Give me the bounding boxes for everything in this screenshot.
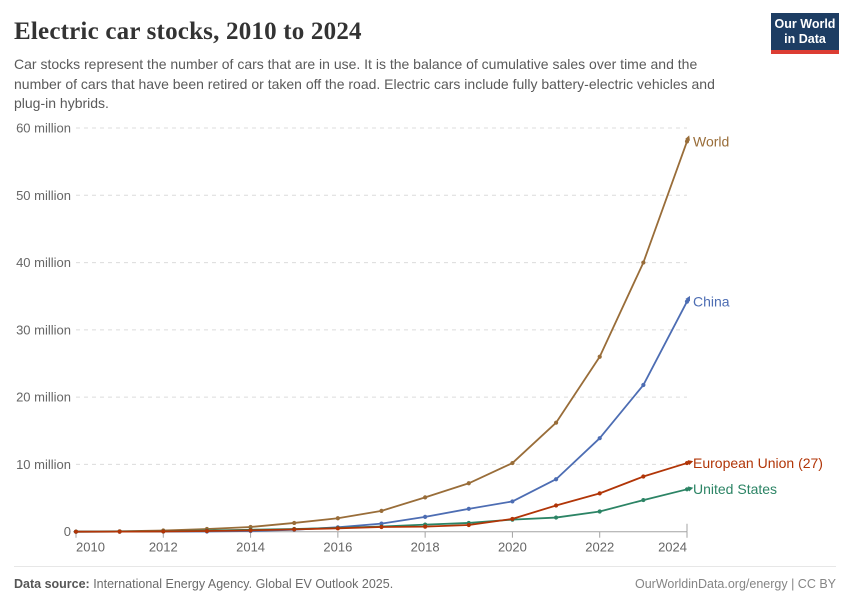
data-point-world <box>553 420 559 425</box>
data-point-european-union-27 <box>73 529 79 534</box>
data-point-european-union-27 <box>641 474 646 479</box>
series-label-european-union-27: European Union (27) <box>693 455 823 471</box>
data-point-world <box>641 260 646 265</box>
data-point-united-states <box>684 487 690 492</box>
data-point-world <box>335 516 340 521</box>
y-tick-label: 40 million <box>16 255 71 270</box>
data-point-china <box>597 436 602 441</box>
data-point-united-states <box>641 497 646 503</box>
data-point-european-union-27 <box>117 529 122 534</box>
data-point-european-union-27 <box>466 522 471 528</box>
license-link[interactable]: OurWorldinData.org/energy | CC BY <box>634 576 836 591</box>
data-point-world <box>423 495 428 500</box>
data-source: Data source: International Energy Agency… <box>14 577 393 591</box>
y-tick-label: 60 million <box>16 121 71 136</box>
x-tick-label: 2024 <box>658 540 687 555</box>
series-label-china: China <box>693 293 730 309</box>
data-point-china <box>379 521 384 526</box>
series-label-united-states: United States <box>693 481 777 497</box>
data-point-european-union-27 <box>423 524 428 529</box>
data-point-world <box>379 508 384 513</box>
x-tick-label: 2018 <box>411 540 440 555</box>
data-point-world <box>684 139 690 144</box>
data-point-united-states <box>553 515 559 520</box>
series-end-arrow-world <box>685 135 690 141</box>
data-point-european-union-27 <box>553 503 559 508</box>
series-line-world <box>75 140 688 533</box>
data-point-european-union-27 <box>335 526 340 531</box>
data-point-european-union-27 <box>248 528 253 533</box>
chart-subtitle: Car stocks represent the number of cars … <box>14 56 715 111</box>
y-tick-label: 20 million <box>16 390 71 405</box>
data-point-european-union-27 <box>510 516 515 522</box>
data-point-european-union-27 <box>292 527 297 532</box>
x-tick-label: 2016 <box>323 540 352 555</box>
data-point-world <box>466 481 471 486</box>
owid-logo-line1: Our World <box>774 17 836 31</box>
data-point-european-union-27 <box>161 529 166 534</box>
y-tick-label: 30 million <box>16 322 71 337</box>
series-end-arrow-united-states <box>687 486 694 492</box>
x-tick-label: 2010 <box>76 540 105 555</box>
data-point-world <box>292 520 297 526</box>
data-source-label: Data source: <box>14 576 90 591</box>
page-title: Electric car stocks, 2010 to 2024 <box>14 18 362 45</box>
x-tick-label: 2014 <box>236 540 265 555</box>
data-point-china <box>684 299 690 304</box>
chart-footer: Data source: International Energy Agency… <box>14 566 836 600</box>
data-point-world <box>510 460 515 466</box>
series-end-arrow-european-union-27 <box>687 460 694 466</box>
y-tick-label: 0 <box>64 524 71 539</box>
data-source-text: International Energy Agency. Global EV O… <box>89 576 394 591</box>
data-point-european-union-27 <box>597 491 602 496</box>
data-point-european-union-27 <box>204 528 210 534</box>
series-line-china <box>75 300 688 533</box>
owid-logo[interactable]: Our World in Data <box>771 13 839 54</box>
data-point-china <box>553 477 559 482</box>
data-point-european-union-27 <box>379 524 384 530</box>
chart-header: Electric car stocks, 2010 to 2024 Car st… <box>0 0 850 114</box>
data-point-china <box>510 499 515 504</box>
data-point-european-union-27 <box>684 460 690 466</box>
series-end-arrow-china <box>685 295 691 302</box>
x-tick-label: 2022 <box>585 540 614 555</box>
data-point-china <box>466 506 471 511</box>
data-point-china <box>641 382 646 388</box>
x-tick-label: 2020 <box>498 540 527 555</box>
data-point-world <box>597 354 602 359</box>
x-tick-label: 2012 <box>149 540 178 555</box>
y-tick-label: 50 million <box>16 188 71 203</box>
series-line-european-union-27 <box>75 462 688 533</box>
data-point-china <box>423 514 428 519</box>
owid-logo-line2: in Data <box>784 32 826 46</box>
series-label-world: World <box>693 133 729 149</box>
y-tick-label: 10 million <box>16 457 71 472</box>
data-point-united-states <box>597 509 602 514</box>
